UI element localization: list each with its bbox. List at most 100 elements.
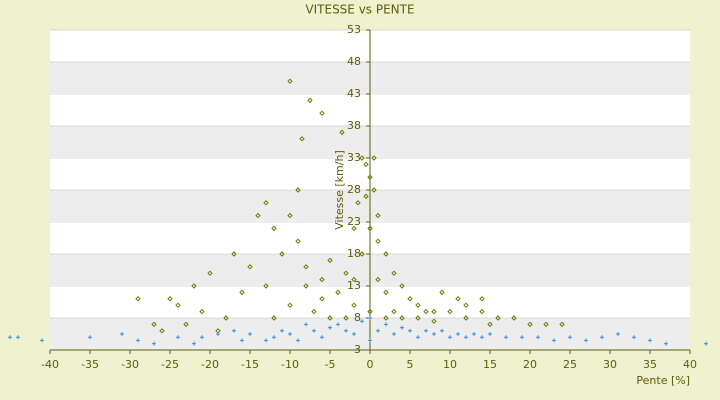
- point: [359, 155, 365, 161]
- point: [288, 332, 292, 336]
- point: [191, 283, 197, 289]
- point: [295, 187, 301, 193]
- point: [264, 338, 268, 343]
- point: [336, 322, 340, 327]
- point: [223, 315, 229, 321]
- point: [255, 212, 261, 219]
- point: [384, 322, 388, 327]
- x-tick-label: 25: [563, 358, 577, 371]
- point: [399, 315, 405, 321]
- point: [279, 251, 285, 257]
- point: [135, 296, 141, 302]
- y-axis-label: Vitesse [km/h]: [333, 150, 346, 230]
- point: [440, 328, 444, 333]
- point: [231, 251, 237, 257]
- point: [328, 325, 332, 330]
- y-tick-label: 53: [347, 23, 361, 36]
- point: [136, 338, 140, 343]
- point: [568, 335, 572, 340]
- point: [299, 136, 305, 142]
- point: [407, 296, 413, 302]
- point: [616, 332, 620, 336]
- point: [423, 308, 429, 315]
- point: [495, 315, 501, 321]
- point: [359, 251, 365, 257]
- x-tick-label: 20: [523, 358, 537, 371]
- point: [432, 332, 436, 336]
- point: [367, 174, 373, 180]
- point: [368, 316, 372, 320]
- y-tick-label: 8: [354, 311, 361, 324]
- x-tick-label: -25: [161, 358, 179, 371]
- point: [360, 319, 364, 324]
- point: [296, 338, 300, 343]
- y-tick-label: 18: [347, 247, 361, 260]
- point: [272, 335, 276, 340]
- point: [343, 315, 349, 321]
- point: [367, 308, 373, 315]
- point: [431, 318, 437, 324]
- y-tick-label: 33: [347, 151, 361, 164]
- x-tick-label: 35: [643, 358, 657, 371]
- y-tick-label: 43: [347, 87, 361, 100]
- point: [479, 296, 485, 302]
- point: [295, 238, 301, 244]
- point: [351, 225, 357, 232]
- point: [391, 308, 397, 315]
- point: [632, 335, 636, 340]
- point: [520, 335, 524, 340]
- point: [287, 212, 293, 219]
- point: [536, 335, 540, 340]
- point: [287, 78, 293, 84]
- point: [271, 225, 277, 232]
- y-tick-label: 13: [347, 279, 361, 292]
- point: [416, 335, 420, 340]
- point: [371, 187, 377, 193]
- point: [303, 264, 309, 270]
- point: [464, 335, 468, 340]
- point: [167, 296, 173, 302]
- point: [344, 328, 348, 333]
- point: [175, 302, 181, 308]
- point: [247, 264, 253, 270]
- point: [40, 338, 44, 343]
- x-tick-label: -35: [81, 358, 99, 371]
- point: [248, 332, 252, 336]
- x-tick-label: 30: [603, 358, 617, 371]
- point: [120, 332, 124, 336]
- point: [552, 338, 556, 343]
- point: [463, 315, 469, 321]
- point: [8, 335, 12, 340]
- x-tick-label: -30: [121, 358, 139, 371]
- point: [371, 155, 377, 161]
- point: [463, 302, 469, 308]
- point: [399, 283, 405, 289]
- point: [424, 328, 428, 333]
- point: [392, 332, 396, 336]
- point: [704, 341, 708, 346]
- point: [448, 335, 452, 340]
- point: [335, 289, 341, 296]
- point: [487, 321, 493, 328]
- point: [352, 332, 356, 336]
- x-tick-label: 40: [683, 358, 697, 371]
- point: [383, 315, 389, 321]
- point: [648, 338, 652, 343]
- point: [559, 321, 565, 328]
- point: [408, 328, 412, 333]
- point: [375, 212, 381, 219]
- point: [312, 328, 316, 333]
- point: [363, 193, 369, 200]
- y-tick-label: 23: [347, 215, 361, 228]
- point: [327, 315, 333, 321]
- point: [415, 315, 421, 321]
- point: [504, 335, 508, 340]
- point: [319, 110, 325, 116]
- y-tick-label: 3: [354, 343, 361, 356]
- point: [511, 315, 517, 321]
- x-tick-label: -15: [241, 358, 259, 371]
- x-tick-label: -40: [41, 358, 59, 371]
- point: [232, 328, 236, 333]
- point: [439, 289, 445, 296]
